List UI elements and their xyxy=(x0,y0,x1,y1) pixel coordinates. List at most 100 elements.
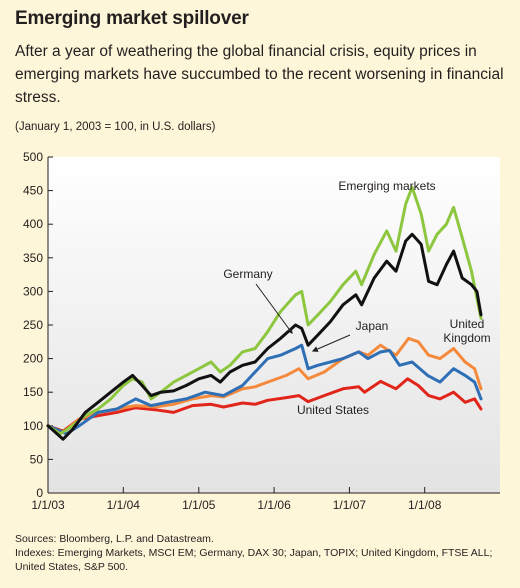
data-point-germany xyxy=(420,243,423,246)
data-point-germany xyxy=(476,290,478,293)
x-tick-label: 1/1/07 xyxy=(333,498,367,512)
data-point-us xyxy=(480,408,482,410)
data-point-emerging xyxy=(109,398,112,400)
data-point-emerging xyxy=(461,236,464,239)
germany-leader-arrow xyxy=(255,283,293,334)
sources-line: Sources: Bloomberg, L.P. and Datastream. xyxy=(15,533,214,545)
data-point-japan xyxy=(398,364,401,367)
data-point-emerging xyxy=(411,186,413,188)
data-point-uk xyxy=(153,406,156,408)
data-point-uk xyxy=(395,354,397,357)
data-point-us xyxy=(417,384,420,387)
data-point-japan xyxy=(300,344,303,347)
data-point-japan xyxy=(329,361,332,363)
data-point-us xyxy=(298,394,300,397)
data-point-germany xyxy=(342,304,344,306)
data-point-uk xyxy=(191,398,194,400)
data-point-emerging xyxy=(122,384,125,387)
data-point-uk xyxy=(480,388,482,390)
data-point-japan xyxy=(379,351,382,353)
data-point-germany xyxy=(300,327,303,330)
data-point-japan xyxy=(254,371,256,373)
data-point-emerging xyxy=(279,310,282,313)
data-point-germany xyxy=(445,263,448,266)
data-point-us xyxy=(363,391,366,394)
chart-subtitle: After a year of weathering the global fi… xyxy=(15,43,504,106)
data-point-japan xyxy=(367,357,369,360)
data-point-us xyxy=(254,403,256,406)
indexes-line: Indexes: Emerging Markets, MSCI EM; Germ… xyxy=(15,547,493,573)
data-point-us xyxy=(153,408,156,411)
data-point-us xyxy=(222,406,225,408)
y-tick-label: 100 xyxy=(23,419,43,433)
data-point-japan xyxy=(266,357,269,360)
data-point-germany xyxy=(160,391,162,394)
data-point-uk xyxy=(379,344,382,347)
y-tick-label: 150 xyxy=(23,385,43,399)
data-point-emerging xyxy=(131,378,134,380)
data-point-japan xyxy=(116,408,118,410)
data-point-germany xyxy=(150,394,152,397)
data-point-emerging xyxy=(97,408,99,410)
data-point-emerging xyxy=(219,371,222,373)
y-tick-label: 200 xyxy=(23,352,43,366)
data-point-germany xyxy=(266,347,269,350)
y-tick-label: 500 xyxy=(23,150,43,164)
y-tick-label: 50 xyxy=(30,452,44,466)
data-point-us xyxy=(406,378,409,380)
data-point-uk xyxy=(266,381,269,383)
data-point-japan xyxy=(357,351,360,353)
data-point-us xyxy=(357,386,360,388)
data-point-emerging xyxy=(210,361,212,363)
x-tick-label: 1/1/08 xyxy=(408,498,442,512)
y-tick-label: 350 xyxy=(23,251,43,265)
data-point-japan xyxy=(388,349,391,352)
data-point-germany xyxy=(411,233,413,236)
data-point-us xyxy=(241,402,244,404)
data-point-japan xyxy=(439,381,441,383)
data-point-uk xyxy=(307,378,309,380)
data-point-us xyxy=(323,394,326,397)
data-point-japan xyxy=(97,411,99,414)
y-tick-label: 450 xyxy=(23,184,43,198)
data-point-japan xyxy=(317,364,319,367)
data-point-us xyxy=(379,380,382,383)
data-point-germany xyxy=(385,260,388,263)
data-point-emerging xyxy=(385,230,388,232)
data-point-emerging xyxy=(185,374,187,377)
data-point-germany xyxy=(470,283,473,286)
series-labels: Emerging markets Germany Japan United Kingdo… xyxy=(223,179,490,417)
data-point-uk xyxy=(473,367,476,370)
data-point-japan xyxy=(294,347,297,350)
data-point-germany xyxy=(210,374,212,377)
data-point-emerging xyxy=(420,213,423,215)
data-point-japan xyxy=(426,374,429,377)
data-point-japan xyxy=(480,398,482,400)
data-point-us xyxy=(307,400,309,403)
data-point-germany xyxy=(436,283,438,286)
data-point-uk xyxy=(407,337,410,340)
data-point-germany xyxy=(279,337,282,340)
data-point-emerging xyxy=(436,233,438,236)
data-point-germany xyxy=(72,428,74,431)
data-point-germany xyxy=(131,374,134,377)
data-point-emerging xyxy=(329,300,332,303)
data-point-germany xyxy=(427,280,430,283)
data-point-germany xyxy=(47,425,49,427)
data-point-uk xyxy=(241,388,244,390)
data-point-japan xyxy=(473,381,476,383)
data-point-us xyxy=(427,394,430,397)
series-label-emerging: Emerging markets xyxy=(338,179,435,193)
unit-note: (January 1, 2003 = 100, in U.S. dollars) xyxy=(15,121,216,133)
data-point-japan xyxy=(222,394,225,397)
y-tick-label: 0 xyxy=(36,486,43,500)
data-point-germany xyxy=(395,270,397,273)
data-point-uk xyxy=(285,374,288,377)
data-point-emerging xyxy=(317,314,319,316)
sources-note: Sources: Bloomberg, L.P. and Datastream.… xyxy=(15,532,510,574)
data-point-germany xyxy=(185,384,187,387)
data-point-uk xyxy=(464,361,466,363)
data-point-germany xyxy=(317,334,319,336)
data-point-us xyxy=(452,391,455,394)
data-point-germany xyxy=(452,250,455,252)
